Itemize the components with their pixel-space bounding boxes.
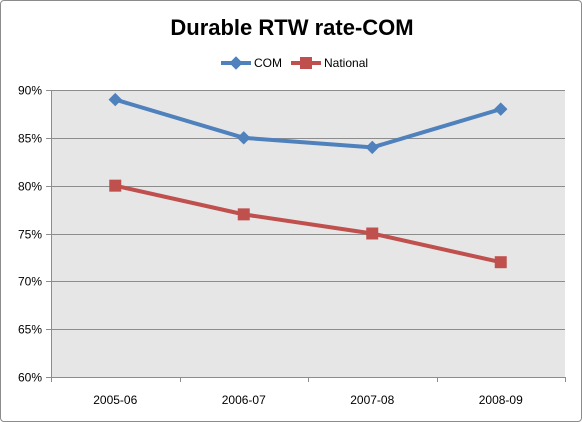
x-tick-label: 2005-06	[93, 393, 137, 407]
y-tick-label: 70%	[18, 275, 42, 289]
x-tick-label: 2008-09	[479, 393, 523, 407]
y-tick-label: 90%	[18, 84, 42, 98]
axes	[46, 90, 566, 382]
legend-item-com: COM	[221, 56, 282, 70]
x-tick-label: 2006-07	[222, 393, 266, 407]
data-point-national	[237, 208, 250, 221]
y-tick-label: 75%	[18, 228, 42, 242]
data-point-com	[494, 102, 508, 116]
plot-area	[51, 90, 565, 377]
y-tick-label: 60%	[18, 371, 42, 385]
series-national	[109, 179, 507, 269]
x-axis-tick-labels: 2005-06 2006-07 2007-08 2008-09	[93, 393, 523, 407]
data-point-national	[494, 256, 507, 269]
legend-label: COM	[254, 56, 282, 70]
legend-item-national: National	[291, 56, 368, 70]
y-tick-label: 65%	[18, 323, 42, 337]
legend: COM National	[221, 56, 368, 70]
series-layer	[108, 92, 508, 269]
data-point-national	[366, 227, 379, 240]
data-point-com	[365, 140, 379, 155]
y-axis-tick-labels: 60% 65% 70% 75% 80% 85% 90%	[18, 84, 42, 385]
x-tick-label: 2007-08	[350, 393, 394, 407]
legend-swatch-marker	[300, 57, 312, 69]
legend-swatch-marker	[229, 56, 243, 70]
chart-title: Durable RTW rate-COM	[170, 15, 413, 40]
legend-label: National	[324, 56, 368, 70]
series-line-national	[113, 183, 503, 265]
y-tick-label: 85%	[18, 132, 42, 146]
data-point-national	[109, 179, 122, 192]
series-com	[108, 92, 508, 155]
series-line-com	[113, 97, 503, 150]
y-tick-label: 80%	[18, 180, 42, 194]
data-point-com	[237, 131, 251, 145]
data-point-com	[108, 92, 122, 107]
